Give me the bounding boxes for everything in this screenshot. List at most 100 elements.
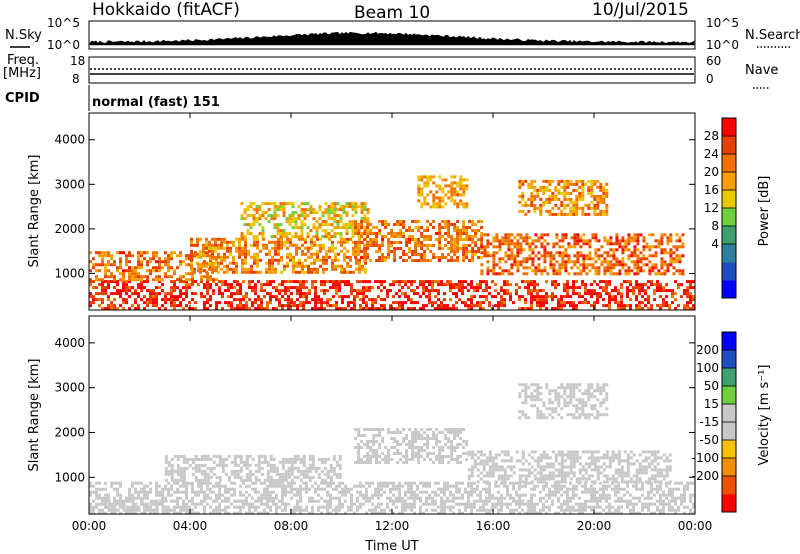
echo-cell — [362, 280, 365, 284]
echo-cell — [584, 292, 587, 296]
echo-cell — [209, 481, 212, 485]
echo-cell — [533, 209, 537, 213]
echo-cell — [363, 434, 367, 437]
echo-cell — [354, 253, 358, 256]
echo-cell — [590, 206, 594, 210]
echo-cell — [548, 212, 552, 216]
echo-cell — [539, 298, 542, 302]
echo-cell — [140, 275, 143, 279]
echo-cell — [350, 505, 353, 509]
echo-cell — [488, 304, 491, 308]
echo-cell — [462, 190, 466, 194]
echo-cell — [341, 295, 344, 299]
echo-cell — [390, 241, 394, 244]
echo-cell — [450, 241, 454, 244]
echo-cell — [348, 220, 352, 224]
echo-cell — [566, 502, 569, 506]
echo-cell — [413, 496, 416, 500]
echo-cell — [473, 295, 476, 299]
echo-cell — [482, 499, 485, 503]
echo-cell — [354, 232, 358, 235]
echo-cell — [582, 242, 586, 246]
echo-cell — [308, 487, 311, 491]
echo-cell — [435, 238, 439, 241]
echo-cell — [239, 292, 242, 296]
echo-cell — [128, 487, 131, 491]
echo-cell — [299, 511, 302, 515]
echo-cell — [95, 275, 98, 279]
echo-cell — [443, 490, 446, 494]
echo-cell — [242, 478, 246, 482]
echo-cell — [558, 266, 562, 270]
echo-cell — [659, 487, 662, 491]
echo-cell — [575, 203, 579, 207]
echo-cell — [504, 242, 508, 246]
echo-cell — [149, 487, 152, 491]
echo-cell — [408, 458, 412, 461]
echo-cell — [161, 496, 164, 500]
echo-cell — [551, 179, 555, 183]
echo-cell — [275, 511, 278, 515]
echo-cell — [309, 211, 313, 215]
echo-cell — [306, 208, 310, 212]
echo-cell — [217, 264, 220, 268]
echo-cell — [405, 449, 409, 452]
echo-cell — [428, 298, 431, 302]
echo-cell — [614, 301, 617, 305]
echo-cell — [515, 493, 518, 497]
echo-cell — [167, 493, 170, 497]
echo-cell — [314, 466, 318, 470]
echo-cell — [245, 499, 248, 503]
echo-cell — [473, 490, 476, 494]
echo-cell — [248, 298, 251, 302]
echo-cell — [536, 304, 539, 308]
echo-cell — [266, 307, 269, 311]
echo-cell — [563, 508, 566, 512]
echo-cell — [101, 298, 104, 302]
echo-cell — [561, 260, 565, 264]
echo-cell — [438, 226, 442, 229]
echo-cell — [122, 278, 125, 282]
echo-cell — [134, 490, 137, 494]
echo-cell — [524, 298, 527, 302]
echo-cell — [432, 431, 436, 434]
echo-cell — [182, 472, 186, 476]
echo-cell — [402, 220, 406, 223]
echo-cell — [208, 267, 211, 271]
echo-cell — [647, 280, 650, 284]
echo-cell — [620, 292, 623, 296]
echo-cell — [447, 229, 451, 232]
echo-cell — [621, 248, 625, 252]
echo-cell — [176, 304, 179, 308]
echo-cell — [554, 307, 557, 311]
echo-cell — [521, 209, 525, 213]
echo-cell — [399, 232, 403, 235]
echo-cell — [662, 502, 665, 506]
echo-cell — [128, 278, 131, 282]
echo-cell — [355, 246, 358, 250]
echo-cell — [411, 220, 415, 223]
echo-cell — [500, 505, 503, 509]
echo-cell — [453, 193, 457, 197]
echo-cell — [176, 481, 179, 485]
echo-cell — [428, 280, 431, 284]
echo-cell — [492, 260, 496, 264]
echo-cell — [669, 233, 673, 237]
echo-cell — [629, 304, 632, 308]
echo-cell — [461, 301, 464, 305]
echo-cell — [323, 307, 326, 311]
echo-cell — [206, 289, 209, 293]
echo-cell — [227, 499, 230, 503]
echo-cell — [413, 289, 416, 293]
echo-cell — [255, 235, 259, 239]
echo-cell — [563, 203, 567, 207]
echo-cell — [164, 260, 167, 264]
echo-cell — [428, 301, 431, 305]
echo-cell — [606, 251, 610, 255]
echo-cell — [209, 283, 212, 287]
echo-cell — [289, 258, 292, 262]
echo-cell — [209, 275, 212, 279]
echo-cell — [332, 283, 335, 287]
echo-cell — [313, 252, 316, 256]
